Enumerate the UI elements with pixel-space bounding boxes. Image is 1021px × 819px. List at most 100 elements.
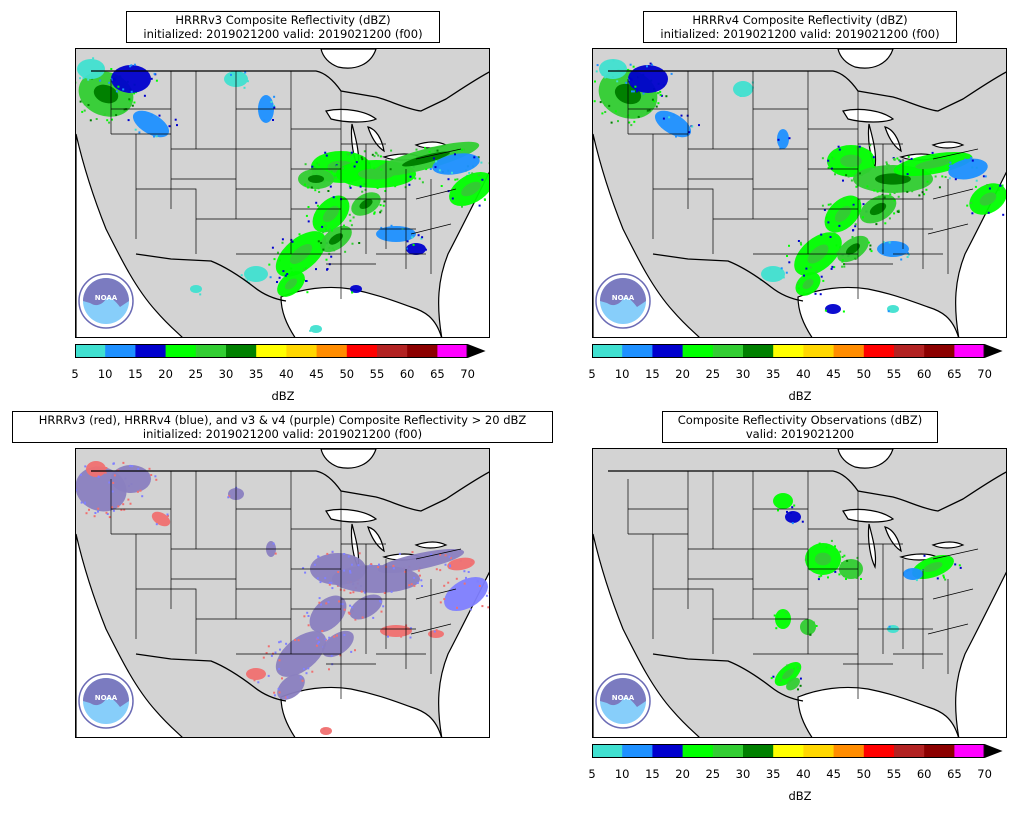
reflectivity-pixel bbox=[136, 490, 139, 493]
reflectivity-cell bbox=[151, 511, 171, 527]
reflectivity-pixel bbox=[820, 275, 823, 278]
water-body bbox=[280, 686, 442, 737]
reflectivity-cell bbox=[777, 129, 789, 149]
reflectivity-pixel bbox=[199, 293, 202, 296]
reflectivity-pixel bbox=[317, 555, 320, 558]
reflectivity-cell bbox=[380, 625, 412, 637]
reflectivity-pixel bbox=[302, 667, 305, 670]
reflectivity-pixel bbox=[174, 118, 177, 121]
reflectivity-pixel bbox=[330, 654, 333, 657]
title-line: initialized: 2019021200 valid: 201902120… bbox=[142, 427, 423, 441]
reflectivity-pixel bbox=[330, 170, 333, 173]
reflectivity-pixel bbox=[350, 151, 353, 154]
reflectivity-pixel bbox=[307, 206, 310, 208]
colorbar-swatch bbox=[833, 744, 865, 758]
reflectivity-pixel bbox=[302, 567, 305, 570]
reflectivity-pixel bbox=[105, 511, 108, 514]
reflectivity-pixel bbox=[341, 180, 344, 183]
reflectivity-pixel bbox=[321, 630, 324, 632]
reflectivity-pixel bbox=[303, 615, 306, 618]
reflectivity-pixel bbox=[150, 114, 153, 117]
reflectivity-core bbox=[307, 175, 325, 183]
colorbar-tick-label: 25 bbox=[705, 767, 721, 781]
reflectivity-pixel bbox=[461, 148, 463, 151]
reflectivity-pixel bbox=[800, 243, 803, 246]
state-boundary bbox=[932, 548, 979, 560]
reflectivity-pixel bbox=[379, 155, 382, 158]
reflectivity-core bbox=[814, 552, 832, 566]
colorbar-tick-label: 35 bbox=[765, 367, 781, 381]
reflectivity-pixel bbox=[244, 71, 247, 74]
reflectivity-pixel bbox=[635, 90, 638, 93]
reflectivity-pixel bbox=[941, 175, 944, 178]
reflectivity-pixel bbox=[627, 78, 630, 81]
reflectivity-pixel bbox=[325, 230, 328, 232]
map-v4: NOAA bbox=[592, 48, 1007, 338]
reflectivity-pixel bbox=[405, 247, 408, 250]
reflectivity-pixel bbox=[334, 176, 337, 179]
colorbar-border bbox=[592, 744, 985, 758]
reflectivity-pixel bbox=[131, 104, 134, 107]
water-body bbox=[414, 541, 448, 549]
reflectivity-pixel bbox=[911, 190, 914, 193]
reflectivity-pixel bbox=[108, 121, 111, 124]
colorbar-tick-label: 5 bbox=[588, 367, 596, 381]
reflectivity-pixel bbox=[843, 554, 846, 557]
reflectivity-pixel bbox=[478, 585, 481, 587]
reflectivity-pixel bbox=[628, 121, 631, 124]
reflectivity-pixel bbox=[409, 627, 412, 630]
reflectivity-pixel bbox=[317, 187, 320, 190]
reflectivity-pixel bbox=[786, 664, 789, 667]
colorbar-swatch bbox=[803, 344, 835, 358]
reflectivity-core bbox=[802, 278, 814, 290]
reflectivity-pixel bbox=[869, 151, 872, 154]
reflectivity-pixel bbox=[797, 240, 800, 242]
reflectivity-pixel bbox=[926, 180, 929, 183]
reflectivity-pixel bbox=[257, 681, 260, 684]
reflectivity-pixel bbox=[869, 244, 872, 247]
reflectivity-pixel bbox=[325, 228, 327, 231]
reflectivity-cell bbox=[773, 493, 793, 509]
reflectivity-pixel bbox=[112, 462, 115, 465]
reflectivity-cell bbox=[786, 677, 800, 691]
reflectivity-pixel bbox=[343, 553, 346, 555]
reflectivity-pixel bbox=[627, 114, 630, 117]
reflectivity-pixel bbox=[796, 282, 799, 285]
reflectivity-core bbox=[402, 151, 450, 167]
reflectivity-pixel bbox=[324, 638, 327, 641]
colorbar-swatch bbox=[135, 344, 167, 358]
reflectivity-pixel bbox=[141, 495, 144, 498]
reflectivity-pixel bbox=[893, 158, 896, 161]
reflectivity-pixel bbox=[436, 149, 439, 152]
map-svg: NOAA bbox=[76, 449, 489, 737]
reflectivity-pixel bbox=[630, 124, 633, 127]
colorbar-extend-arrow bbox=[467, 344, 486, 358]
reflectivity-pixel bbox=[934, 175, 937, 178]
reflectivity-pixel bbox=[642, 92, 645, 95]
logo-text: NOAA bbox=[95, 694, 118, 702]
reflectivity-pixel bbox=[906, 251, 909, 254]
reflectivity-pixel bbox=[970, 156, 973, 159]
reflectivity-pixel bbox=[112, 509, 115, 512]
reflectivity-pixel bbox=[954, 563, 957, 566]
reflectivity-pixel bbox=[336, 165, 338, 168]
reflectivity-pixel bbox=[279, 648, 281, 651]
reflectivity-pixel bbox=[253, 679, 256, 682]
reflectivity-pixel bbox=[883, 196, 886, 199]
reflectivity-pixel bbox=[897, 195, 900, 198]
reflectivity-pixel bbox=[791, 522, 794, 525]
reflectivity-layer bbox=[76, 57, 489, 333]
noaa-logo: NOAA bbox=[78, 673, 134, 729]
reflectivity-pixel bbox=[153, 135, 155, 138]
reflectivity-pixel bbox=[328, 668, 330, 671]
reflectivity-pixel bbox=[290, 267, 293, 270]
noaa-logo: NOAA bbox=[595, 673, 651, 729]
reflectivity-pixel bbox=[893, 199, 896, 202]
reflectivity-pixel bbox=[488, 592, 489, 594]
reflectivity-pixel bbox=[267, 645, 270, 648]
reflectivity-pixel bbox=[799, 677, 802, 680]
reflectivity-pixel bbox=[875, 223, 878, 226]
colorbar-swatch bbox=[652, 344, 684, 358]
reflectivity-pixel bbox=[593, 100, 596, 103]
reflectivity-pixel bbox=[270, 100, 273, 103]
